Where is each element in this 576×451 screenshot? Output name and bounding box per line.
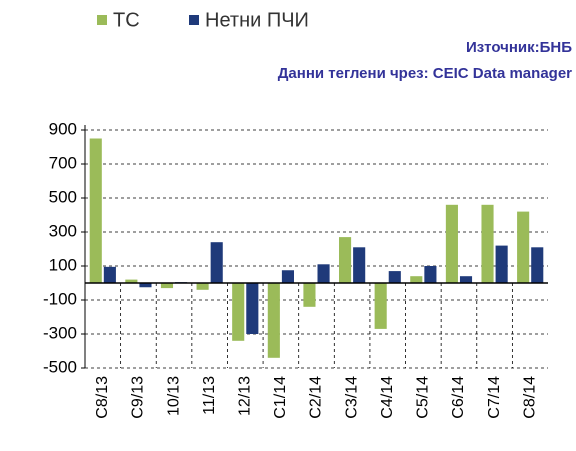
x-tick-label: 11/13 [201,376,218,415]
source-note: Данни теглени чрез: CEIC Data manager [278,65,572,82]
bar [89,138,102,283]
source-note: Източник:БНБ [466,39,572,56]
x-tick-label: C3/14 [343,376,360,419]
bar [125,279,138,283]
y-tick-label: 700 [49,153,77,172]
legend-label: ТС [113,9,140,31]
y-tick-label: 500 [49,187,77,206]
x-tick-label: C8/13 [94,376,111,419]
bar [459,276,473,283]
legend-label: Нетни ПЧИ [205,9,309,31]
legend-swatch [189,15,199,25]
x-tick-label: C1/14 [272,376,289,419]
x-tick-label: C7/14 [486,376,503,419]
bar [103,266,116,283]
x-tick-label: C9/13 [130,376,147,419]
bar [339,237,352,283]
x-tick-label: C2/14 [308,376,325,419]
y-tick-label: -100 [43,289,77,308]
bar [445,204,458,283]
bar [317,264,330,283]
y-tick-label: 100 [49,255,77,274]
bar [139,283,152,288]
bar [303,283,316,307]
bar [424,266,437,283]
bar [196,283,209,290]
x-tick-label: C5/14 [415,376,432,419]
x-tick-label: 10/13 [165,376,182,416]
bar [210,242,223,283]
bar [281,270,294,283]
bar [374,283,387,329]
y-tick-label: -300 [43,323,77,342]
bar [531,247,544,283]
x-tick-label: C6/14 [450,376,467,419]
y-tick-label: 900 [49,119,77,138]
bar [267,283,280,358]
bar [246,283,259,334]
legend-swatch [97,15,107,25]
bar [410,276,423,283]
x-tick-label: C8/14 [521,376,538,419]
bar [481,204,494,283]
y-tick-label: 300 [49,221,77,240]
bar [232,283,245,341]
bar [160,283,174,289]
bar [517,211,530,283]
y-tick-label: -500 [43,357,77,376]
x-tick-label: 12/13 [236,376,253,416]
bar [388,271,401,283]
bar [353,247,366,283]
x-tick-label: C4/14 [379,376,396,419]
bar [495,245,508,283]
